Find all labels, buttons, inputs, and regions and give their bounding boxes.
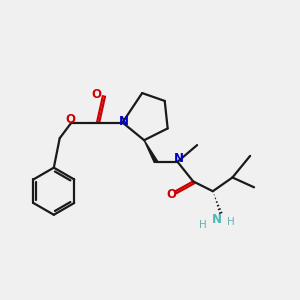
Text: N: N <box>173 152 184 165</box>
Text: O: O <box>91 88 101 100</box>
Text: N: N <box>118 115 128 128</box>
Text: H: H <box>226 217 234 226</box>
Polygon shape <box>144 140 158 163</box>
Text: H: H <box>199 220 207 230</box>
Text: O: O <box>167 188 177 201</box>
Text: O: O <box>65 113 76 126</box>
Text: N: N <box>212 213 222 226</box>
